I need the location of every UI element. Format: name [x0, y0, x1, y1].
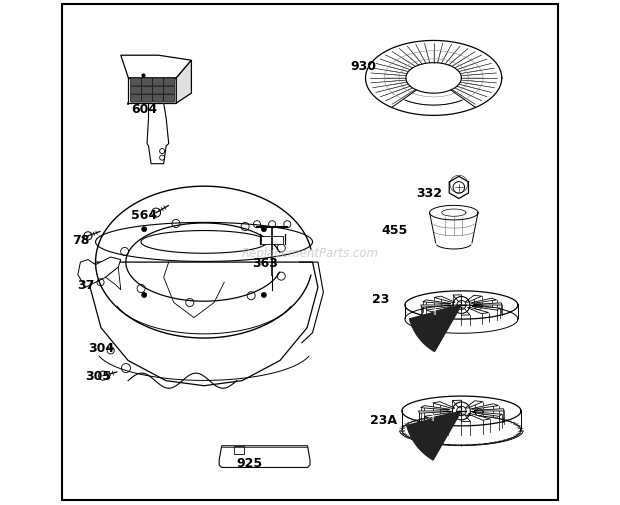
- Text: 564: 564: [131, 208, 157, 221]
- Text: ReplacementParts.com: ReplacementParts.com: [242, 246, 378, 259]
- Polygon shape: [105, 268, 121, 290]
- Polygon shape: [121, 56, 192, 79]
- FancyBboxPatch shape: [141, 95, 153, 103]
- Polygon shape: [453, 295, 461, 302]
- Polygon shape: [420, 406, 450, 410]
- Circle shape: [142, 293, 147, 298]
- Polygon shape: [441, 308, 458, 315]
- Polygon shape: [474, 304, 502, 306]
- Text: 363: 363: [252, 256, 278, 269]
- Polygon shape: [472, 412, 502, 417]
- Polygon shape: [176, 61, 192, 104]
- Polygon shape: [434, 296, 455, 303]
- Circle shape: [262, 293, 267, 298]
- FancyBboxPatch shape: [153, 95, 164, 103]
- Polygon shape: [261, 236, 283, 245]
- FancyBboxPatch shape: [164, 95, 175, 103]
- Polygon shape: [468, 414, 490, 420]
- Text: ||: ||: [430, 413, 435, 420]
- Text: ||: ||: [432, 307, 436, 314]
- Text: 305: 305: [86, 369, 112, 382]
- Text: 604: 604: [131, 103, 157, 116]
- Text: 304: 304: [88, 342, 114, 355]
- Text: 23: 23: [371, 292, 389, 306]
- Polygon shape: [440, 414, 458, 421]
- FancyBboxPatch shape: [130, 87, 141, 95]
- Polygon shape: [424, 413, 451, 418]
- Polygon shape: [453, 400, 461, 408]
- Polygon shape: [423, 300, 451, 305]
- Polygon shape: [128, 79, 176, 104]
- Polygon shape: [474, 409, 504, 411]
- Wedge shape: [410, 306, 461, 352]
- Text: 332: 332: [416, 186, 442, 199]
- FancyBboxPatch shape: [153, 79, 164, 87]
- FancyBboxPatch shape: [153, 87, 164, 95]
- Polygon shape: [467, 308, 489, 314]
- Circle shape: [262, 227, 267, 232]
- Polygon shape: [461, 414, 471, 422]
- Text: 37: 37: [77, 279, 94, 292]
- Polygon shape: [147, 104, 169, 164]
- Polygon shape: [418, 411, 448, 414]
- Circle shape: [142, 227, 147, 232]
- Text: 930: 930: [350, 60, 376, 73]
- Text: 23A: 23A: [370, 413, 397, 426]
- FancyBboxPatch shape: [130, 79, 141, 87]
- Polygon shape: [461, 309, 470, 316]
- FancyBboxPatch shape: [141, 79, 153, 87]
- Polygon shape: [471, 298, 497, 304]
- Polygon shape: [90, 263, 318, 386]
- Text: 78: 78: [72, 233, 89, 246]
- Polygon shape: [219, 446, 310, 468]
- Polygon shape: [234, 446, 244, 454]
- FancyBboxPatch shape: [164, 87, 175, 95]
- Polygon shape: [433, 402, 455, 409]
- FancyBboxPatch shape: [141, 87, 153, 95]
- Polygon shape: [472, 307, 500, 311]
- Text: 925: 925: [237, 457, 263, 470]
- FancyBboxPatch shape: [130, 95, 141, 103]
- Text: 455: 455: [382, 223, 408, 236]
- Polygon shape: [471, 404, 498, 410]
- Polygon shape: [466, 401, 483, 409]
- FancyBboxPatch shape: [164, 79, 175, 87]
- Wedge shape: [407, 411, 461, 460]
- Polygon shape: [426, 307, 452, 312]
- Polygon shape: [465, 296, 482, 302]
- Polygon shape: [421, 306, 450, 308]
- Polygon shape: [78, 258, 121, 288]
